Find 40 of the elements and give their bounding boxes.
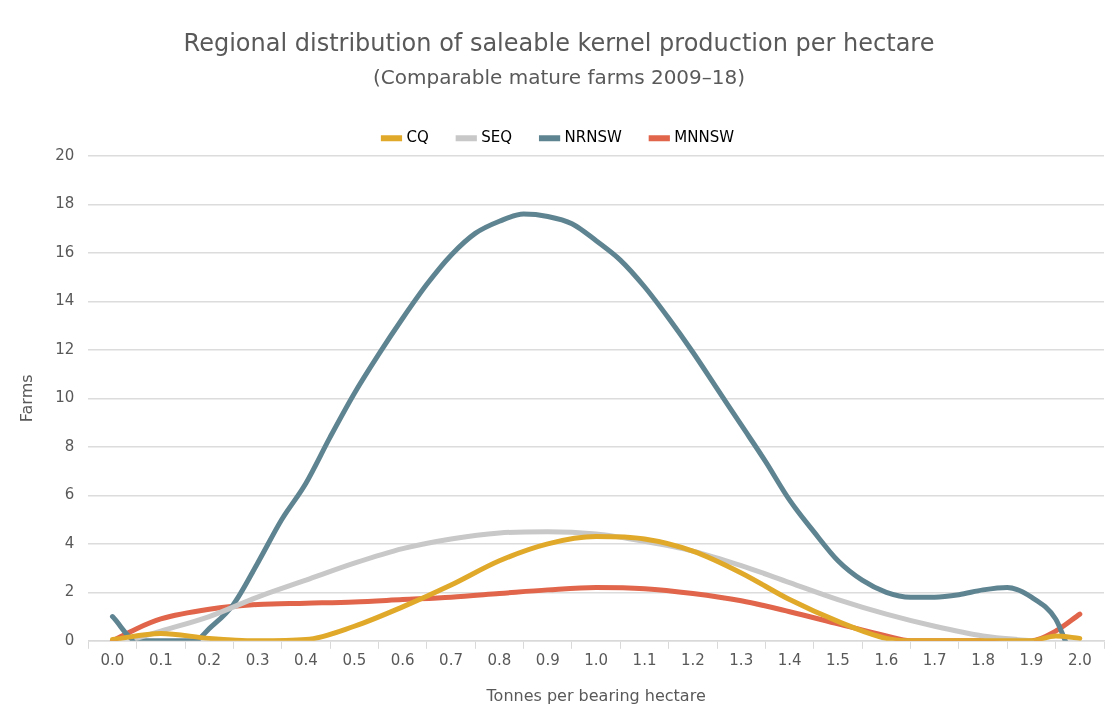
x-tick-label: 0.8 (487, 650, 512, 669)
y-tick-label: 8 (64, 436, 75, 455)
x-tick-label: 1.6 (874, 650, 899, 669)
legend-label: CQ (406, 128, 429, 147)
x-tick-label: 0.2 (197, 650, 222, 669)
x-tick-label: 1.2 (680, 650, 705, 669)
x-tick-label: 0.0 (100, 650, 125, 669)
x-axis-title: Tonnes per bearing hectare (485, 685, 706, 705)
y-tick-label: 14 (55, 291, 75, 310)
y-tick-label: 2 (64, 582, 75, 601)
x-tick-label: 2.0 (1067, 650, 1092, 669)
x-tick-label: 1.1 (632, 650, 657, 669)
x-tick-label: 0.3 (245, 650, 270, 669)
x-tick-label: 0.1 (148, 650, 173, 669)
y-tick-label: 16 (55, 242, 75, 261)
x-tick-label: 1.3 (729, 650, 754, 669)
x-tick-label: 1.9 (1019, 650, 1044, 669)
x-tick-label: 1.0 (584, 650, 609, 669)
x-tick-label: 1.8 (971, 650, 996, 669)
x-tick-label: 1.5 (826, 650, 850, 669)
legend-label: MNNSW (674, 128, 735, 147)
chart-title: Regional distribution of saleable kernel production per hectare (183, 28, 935, 57)
x-tick-label: 1.4 (777, 650, 802, 669)
x-tick-label: 0.9 (535, 650, 560, 669)
chart-subtitle: (Comparable mature farms 2009–18) (372, 65, 746, 89)
y-tick-label: 0 (64, 630, 75, 649)
x-tick-label: 0.6 (390, 650, 415, 669)
x-tick-label: 0.4 (294, 650, 318, 669)
y-tick-label: 10 (55, 388, 75, 407)
y-tick-label: 20 (55, 145, 75, 164)
x-tick-label: 0.5 (342, 650, 367, 669)
legend-label: NRNSW (564, 128, 622, 147)
x-tick-label: 0.7 (439, 650, 463, 669)
legend-label: SEQ (481, 128, 513, 147)
y-tick-label: 12 (55, 339, 75, 358)
y-tick-label: 4 (64, 533, 75, 552)
y-tick-label: 6 (64, 485, 75, 504)
x-tick-label: 1.7 (922, 650, 947, 669)
y-axis-title: Farms (16, 374, 36, 423)
y-tick-label: 18 (55, 194, 75, 213)
